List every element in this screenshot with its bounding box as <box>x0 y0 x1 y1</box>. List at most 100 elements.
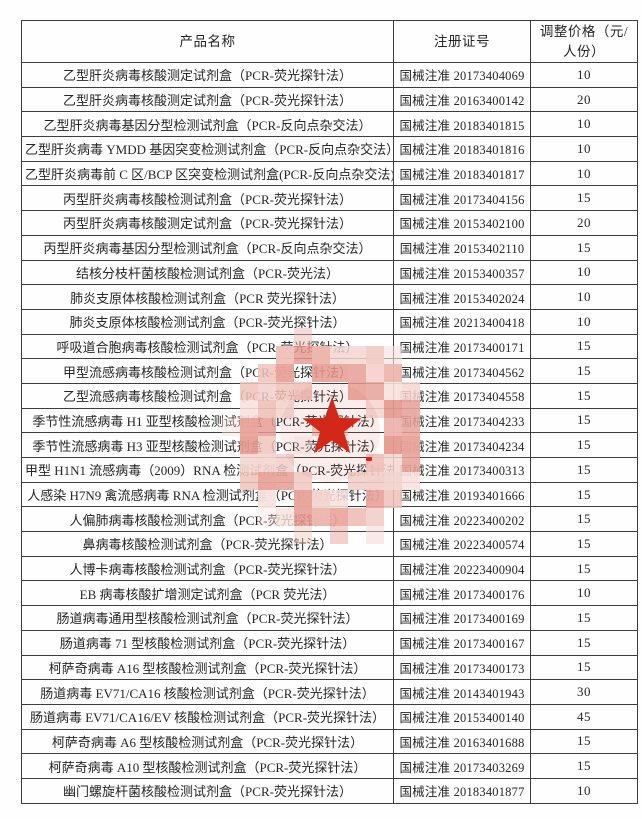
registration-number-cell: 国械注准 20223400904 <box>393 555 531 582</box>
table-row: 乙型肝炎病毒核酸测定试剂盒（PCR-荧光探针法） 国械注准 20163400142… <box>21 86 638 113</box>
table-row: 甲型流感病毒核酸检测试剂盒（PCR-荧光探针法） 国械注准 20173404562… <box>21 358 638 384</box>
price-cell: 10 <box>530 62 638 88</box>
price-cell: 10 <box>530 284 638 310</box>
product-name-cell: 丙型肝炎病毒核酸测定试剂盒（PCR-荧光探针法） <box>21 210 394 236</box>
price-cell: 10 <box>530 259 638 286</box>
table-row: 丙型肝炎病毒基因分型检测试剂盒（PCR-反向点杂交法） 国械注准 20153402… <box>21 234 638 261</box>
registration-number-cell: 国械注准 20213400418 <box>393 308 531 335</box>
table-row: 丙型肝炎病毒核酸测定试剂盒（PCR-荧光探针法） 国械注准 20153402100… <box>21 210 638 236</box>
registration-number-cell: 国械注准 20173404234 <box>393 432 531 458</box>
table-row: 柯萨奇病毒 A16 型核酸检测试剂盒（PCR-荧光探针法） 国械注准 201734… <box>21 654 638 681</box>
registration-number-cell: 国械注准 20153400357 <box>393 259 531 286</box>
table-row: 肠道病毒 71 型核酸检测试剂盒（PCR-荧光探针法） 国械注准 20173400… <box>21 629 638 656</box>
price-cell: 15 <box>530 605 638 631</box>
table-row: 鼻病毒核酸检测试剂盒（PCR-荧光探针法） 国械注准 20223400574 15 <box>21 531 638 557</box>
registration-number-cell: 国械注准 20163401688 <box>393 728 531 755</box>
table-row: 肠道病毒 EV71/CA16 核酸检测试剂盒（PCR-荧光探针法） 国械注准 20… <box>21 679 638 705</box>
product-name-cell: 肺炎支原体核酸检测试剂盒（PCR 荧光探针法） <box>21 284 394 310</box>
registration-number-cell: 国械注准 20183401877 <box>393 777 531 804</box>
product-name-cell: 乙型肝炎病毒前 C 区/BCP 区突变检测试剂盒(PCR-反向点杂交法) <box>21 160 394 187</box>
table-row: EB 病毒核酸扩增测定试剂盒（PCR 荧光法） 国械注准 20173400176 1… <box>21 580 638 607</box>
table-row: 丙型肝炎病毒核酸检测试剂盒（PCR-荧光探针法） 国械注准 20173404156… <box>21 185 638 212</box>
price-cell: 10 <box>530 136 638 162</box>
table-row: 乙型肝炎病毒基因分型检测试剂盒（PCR-反向点杂交法） 国械注准 20183401… <box>21 111 638 138</box>
registration-number-cell: 国械注准 20183401815 <box>393 111 531 138</box>
registration-number-cell: 国械注准 20223400202 <box>393 506 531 533</box>
product-name-cell: 幽门螺旋杆菌核酸检测试剂盒（PCR-荧光探针法） <box>21 777 394 804</box>
price-cell: 10 <box>530 580 638 607</box>
price-cell: 10 <box>530 777 638 804</box>
registration-number-cell: 国械注准 20173400169 <box>393 605 531 631</box>
table-row: 乙型肝炎病毒核酸测定试剂盒（PCR-荧光探针法） 国械注准 20173404069… <box>21 62 638 88</box>
registration-number-cell: 国械注准 20193401666 <box>393 481 531 508</box>
price-cell: 15 <box>530 358 638 384</box>
table-row: 肠道病毒通用型核酸检测试剂盒（PCR-荧光探针法） 国械注准 2017340016… <box>21 605 638 631</box>
registration-number-cell: 国械注准 20183401816 <box>393 136 531 162</box>
registration-number-cell: 国械注准 20153400140 <box>393 703 531 730</box>
registration-number-cell: 国械注准 20173400171 <box>393 333 531 360</box>
table-row: 柯萨奇病毒 A10 型核酸检测试剂盒（PCR-荧光探针法） 国械注准 201734… <box>21 753 638 779</box>
product-name-cell: 柯萨奇病毒 A16 型核酸检测试剂盒（PCR-荧光探针法） <box>21 654 394 681</box>
table-row: 肺炎支原体核酸检测试剂盒（PCR-荧光探针法） 国械注准 20213400418 1… <box>21 308 638 335</box>
product-name-cell: 丙型肝炎病毒核酸检测试剂盒（PCR-荧光探针法） <box>21 185 394 212</box>
registration-number-cell: 国械注准 20173404069 <box>393 62 531 88</box>
column-header-product-name: 产品名称 <box>21 20 394 63</box>
price-cell: 15 <box>530 629 638 656</box>
table-header: 产品名称 注册证号 调整价格（元/人份） <box>21 20 638 63</box>
price-cell: 15 <box>530 555 638 582</box>
product-name-cell: 肠道病毒通用型核酸检测试剂盒（PCR-荧光探针法） <box>21 605 394 631</box>
price-cell: 30 <box>530 679 638 705</box>
product-name-cell: 肺炎支原体核酸检测试剂盒（PCR-荧光探针法） <box>21 308 394 335</box>
price-table: 产品名称 注册证号 调整价格（元/人份） 乙型肝炎病毒核酸测定试剂盒（PCR-荧… <box>21 20 638 804</box>
price-cell: 10 <box>530 308 638 335</box>
product-name-cell: 乙型肝炎病毒核酸测定试剂盒（PCR-荧光探针法） <box>21 86 394 113</box>
table-row: 结核分枝杆菌核酸检测试剂盒（PCR-荧光法） 国械注准 20153400357 10 <box>21 259 638 286</box>
table-row: 肠道病毒 EV71/CA16/EV 核酸检测试剂盒（PCR-荧光探针法） 国械注准… <box>21 703 638 730</box>
product-name-cell: 肠道病毒 EV71/CA16/EV 核酸检测试剂盒（PCR-荧光探针法） <box>21 703 394 730</box>
price-cell: 15 <box>530 382 638 409</box>
price-cell: 15 <box>530 654 638 681</box>
product-name-cell: 人感染 H7N9 禽流感病毒 RNA 检测试剂盒（PCR-荧光探针法） <box>21 481 394 508</box>
price-cell: 20 <box>530 210 638 236</box>
product-name-cell: 丙型肝炎病毒基因分型检测试剂盒（PCR-反向点杂交法） <box>21 234 394 261</box>
product-name-cell: 乙型肝炎病毒核酸测定试剂盒（PCR-荧光探针法） <box>21 62 394 88</box>
registration-number-cell: 国械注准 20153402024 <box>393 284 531 310</box>
registration-number-cell: 国械注准 20173404233 <box>393 407 531 434</box>
product-name-cell: 乙型流感病毒核酸检测试剂盒（PCR-荧光探针法） <box>21 382 394 409</box>
table-row: 甲型 H1N1 流感病毒（2009）RNA 检测试剂盒（PCR-荧光探针法） 国械… <box>21 457 638 483</box>
product-name-cell: 季节性流感病毒 H3 亚型核酸检测试剂盒（PCR-荧光探针法） <box>21 432 394 458</box>
table-row: 柯萨奇病毒 A6 型核酸检测试剂盒（PCR-荧光探针法） 国械注准 2016340… <box>21 728 638 755</box>
registration-number-cell: 国械注准 20173403269 <box>393 753 531 779</box>
table-row: 人偏肺病毒核酸检测试剂盒（PCR-荧光探针法） 国械注准 20223400202 1… <box>21 506 638 533</box>
price-cell: 15 <box>530 506 638 533</box>
price-cell: 45 <box>530 703 638 730</box>
column-header-registration-number: 注册证号 <box>393 20 531 63</box>
product-name-cell: 鼻病毒核酸检测试剂盒（PCR-荧光探针法） <box>21 531 394 557</box>
price-cell: 10 <box>530 111 638 138</box>
registration-number-cell: 国械注准 20173404558 <box>393 382 531 409</box>
product-name-cell: 季节性流感病毒 H1 亚型核酸检测试剂盒（PCR-荧光探针法） <box>21 407 394 434</box>
column-header-adjusted-price: 调整价格（元/人份） <box>530 20 638 63</box>
product-name-cell: 人偏肺病毒核酸检测试剂盒（PCR-荧光探针法） <box>21 506 394 533</box>
registration-number-cell: 国械注准 20143401943 <box>393 679 531 705</box>
table-row: 人博卡病毒核酸检测试剂盒（PCR-荧光探针法） 国械注准 20223400904 1… <box>21 555 638 582</box>
product-name-cell: 甲型流感病毒核酸检测试剂盒（PCR-荧光探针法） <box>21 358 394 384</box>
price-cell: 15 <box>530 185 638 212</box>
product-name-cell: 柯萨奇病毒 A10 型核酸检测试剂盒（PCR-荧光探针法） <box>21 753 394 779</box>
product-name-cell: 人博卡病毒核酸检测试剂盒（PCR-荧光探针法） <box>21 555 394 582</box>
price-cell: 15 <box>530 234 638 261</box>
table-body: 乙型肝炎病毒核酸测定试剂盒（PCR-荧光探针法） 国械注准 20173404069… <box>21 62 638 804</box>
registration-number-cell: 国械注准 20153402100 <box>393 210 531 236</box>
price-cell: 15 <box>530 531 638 557</box>
price-cell: 20 <box>530 86 638 113</box>
registration-number-cell: 国械注准 20183401817 <box>393 160 531 187</box>
table-row: 季节性流感病毒 H3 亚型核酸检测试剂盒（PCR-荧光探针法） 国械注准 2017… <box>21 432 638 458</box>
product-name-cell: 肠道病毒 71 型核酸检测试剂盒（PCR-荧光探针法） <box>21 629 394 656</box>
table-row: 肺炎支原体核酸检测试剂盒（PCR 荧光探针法） 国械注准 20153402024 1… <box>21 284 638 310</box>
price-cell: 15 <box>530 407 638 434</box>
price-cell: 15 <box>530 333 638 360</box>
product-name-cell: 呼吸道合胞病毒核酸检测试剂盒（PCR-荧光探针法） <box>21 333 394 360</box>
table-row: 乙型肝炎病毒 YMDD 基因突变检测试剂盒（PCR-反向点杂交法） 国械注准 20… <box>21 136 638 162</box>
table-row: 季节性流感病毒 H1 亚型核酸检测试剂盒（PCR-荧光探针法） 国械注准 2017… <box>21 407 638 434</box>
